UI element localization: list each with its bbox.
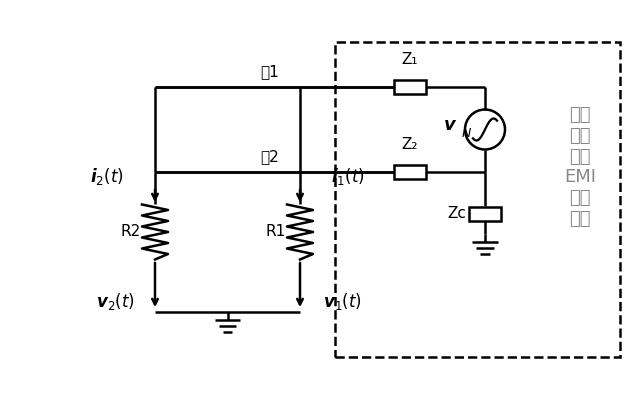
Text: $\boldsymbol{i}_2(t)$: $\boldsymbol{i}_2(t)$ <box>90 166 124 188</box>
Text: Zc: Zc <box>447 206 467 221</box>
Text: Z₁: Z₁ <box>402 52 419 67</box>
FancyBboxPatch shape <box>394 165 426 179</box>
Text: R1: R1 <box>266 224 286 239</box>
FancyBboxPatch shape <box>335 42 620 357</box>
FancyBboxPatch shape <box>469 207 501 221</box>
Text: $\boldsymbol{v}_1(t)$: $\boldsymbol{v}_1(t)$ <box>323 291 362 312</box>
Text: 线1: 线1 <box>260 64 280 79</box>
Text: $\boldsymbol{v}$: $\boldsymbol{v}$ <box>443 116 457 133</box>
Text: 线2: 线2 <box>260 149 280 164</box>
Text: $N$: $N$ <box>461 127 472 140</box>
Text: $\boldsymbol{v}_2(t)$: $\boldsymbol{v}_2(t)$ <box>95 291 134 312</box>
Text: Z₂: Z₂ <box>402 137 419 152</box>
Text: 开关
电源
传导
EMI
等效
电路: 开关 电源 传导 EMI 等效 电路 <box>564 106 596 228</box>
Text: $\boldsymbol{i}_1(t)$: $\boldsymbol{i}_1(t)$ <box>331 166 365 188</box>
FancyBboxPatch shape <box>394 80 426 94</box>
Text: R2: R2 <box>121 224 141 239</box>
